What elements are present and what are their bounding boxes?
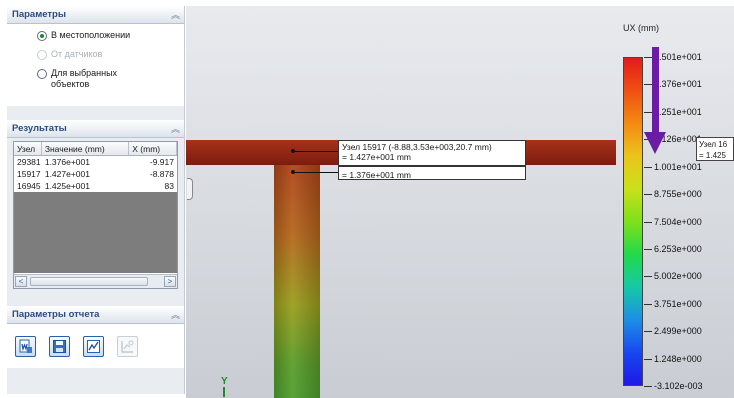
legend-color-bar — [623, 57, 643, 386]
legend-tick-label: 1.251e+001 — [654, 106, 702, 117]
legend-tick — [644, 303, 652, 305]
legend-tick-label: 1.248e+000 — [654, 353, 702, 364]
probe-callout-edge: Узел 16 = 1.425 — [696, 137, 734, 161]
legend-tick — [644, 276, 652, 278]
legend-tick-label: 5.002e+000 — [654, 271, 702, 282]
option-from-sensors: От датчиков — [37, 49, 184, 60]
option-label: Для выбранных объектов — [51, 68, 118, 89]
property-manager-panel: Параметры ︽ В местоположении От датчиков… — [7, 6, 185, 394]
probe-callout-main: Узел 15917 (-8.88,3.53e+003,20.7 mm) = 1… — [338, 140, 526, 166]
cell-node: 29381 — [17, 157, 41, 167]
legend-probe-arrow-shaft — [652, 47, 659, 135]
cell-node: 16945 — [17, 181, 41, 191]
table-row[interactable]: 15917 1.427e+001 -8.878 — [14, 168, 177, 180]
legend-tick-label: 8.755e+000 — [654, 189, 702, 200]
results-table: Узел Значение (mm) X (mm) 29381 1.376e+0… — [13, 141, 178, 289]
probe-callout-edge-value: = 1.425 — [699, 151, 726, 160]
axis-y-label: Y — [221, 376, 228, 387]
cell-x: -9.917 — [149, 157, 174, 167]
report-section-header[interactable]: Параметры отчета ︽ — [7, 306, 184, 324]
report-word-icon[interactable] — [15, 335, 36, 357]
legend-tick — [644, 194, 652, 196]
legend-tick-label: 6.253e+000 — [654, 243, 702, 254]
legend-tick — [644, 331, 652, 333]
params-section-title: Параметры — [12, 9, 66, 20]
option-label: От датчиков — [51, 49, 103, 59]
legend-tick-label: 1.001e+001 — [654, 161, 702, 172]
probe-callout-value: = 1.427e+001 mm — [342, 152, 411, 162]
results-section-title: Результаты — [12, 123, 67, 134]
radio-button[interactable] — [37, 69, 47, 79]
graphics-viewport[interactable]: = 1.376e+001 mm Узел 15917 (-8.88,3.53e+… — [186, 6, 734, 398]
legend-tick — [644, 386, 652, 387]
table-row[interactable]: 29381 1.376e+001 -9.917 — [14, 156, 177, 168]
cell-value: 1.427e+001 — [44, 169, 90, 179]
column-header-value[interactable]: Значение (mm) — [42, 142, 130, 155]
section-gap — [7, 289, 184, 306]
legend-tick-label: 1.376e+001 — [654, 79, 702, 90]
scroll-right-button[interactable]: > — [164, 276, 176, 287]
option-at-location[interactable]: В местоположении — [37, 30, 184, 41]
scroll-left-button[interactable]: < — [15, 276, 27, 287]
legend-tick-label: 1.126e+001 — [654, 134, 702, 145]
results-table-header: Узел Значение (mm) X (mm) — [14, 142, 177, 156]
column-shading — [274, 165, 320, 398]
legend-probe-arrow-icon — [644, 132, 666, 154]
panel-splitter-handle[interactable] — [187, 178, 193, 200]
probe-leader-line — [295, 151, 338, 152]
probe-point-marker — [291, 170, 295, 174]
axis-y-arrow — [223, 387, 225, 397]
legend-tick-label: 7.504e+000 — [654, 216, 702, 227]
results-section-header[interactable]: Результаты ︽ — [7, 120, 184, 138]
report-graph-disabled-icon — [117, 335, 138, 357]
params-section-body: В местоположении От датчиков Для выбранн… — [7, 24, 184, 106]
legend-tick — [644, 166, 652, 168]
section-gap — [7, 106, 184, 120]
legend-tick-label: 2.499e+000 — [654, 326, 702, 337]
legend-tick-label: -3.102e-003 — [654, 381, 703, 391]
report-section-title: Параметры отчета — [12, 309, 100, 320]
legend-tick-label: 1.501e+001 — [654, 52, 702, 62]
legend-tick — [644, 358, 652, 360]
horizontal-scrollbar[interactable]: < > — [14, 274, 177, 288]
cell-node: 15917 — [17, 169, 41, 179]
column-header-node[interactable]: Узел — [14, 142, 42, 155]
option-label: В местоположении — [51, 30, 131, 40]
collapse-chevron-icon[interactable]: ︽ — [170, 10, 180, 20]
legend-title: UX (mm) — [623, 23, 659, 33]
legend-tick — [644, 111, 652, 113]
cell-value: 1.425e+001 — [44, 181, 90, 191]
report-save-icon[interactable] — [49, 335, 70, 357]
legend-tick — [644, 221, 652, 223]
probe-point-marker — [291, 149, 295, 153]
probe-leader-line — [295, 172, 338, 173]
legend-tick — [644, 248, 652, 250]
table-row[interactable]: 16945 1.425e+001 83 — [14, 180, 177, 192]
radio-button-disabled — [37, 50, 47, 60]
scrollbar-thumb[interactable] — [30, 277, 148, 286]
probe-callout-edge-node: Узел 16 — [699, 140, 728, 149]
probe-callout-node: Узел 15917 (-8.88,3.53e+003,20.7 mm) — [342, 142, 492, 152]
table-empty-area — [14, 192, 177, 273]
legend-tick — [644, 57, 652, 58]
report-chart-icon[interactable] — [83, 335, 104, 357]
column-header-x[interactable]: X (mm) — [129, 142, 177, 155]
cell-value: 1.376e+001 — [44, 157, 90, 167]
cell-x: -8.878 — [149, 169, 174, 179]
collapse-chevron-icon[interactable]: ︽ — [170, 310, 180, 320]
legend-tick — [644, 84, 652, 86]
report-toolbar — [7, 324, 184, 368]
probe-callout-lower: = 1.376e+001 mm — [338, 166, 526, 180]
collapse-chevron-icon[interactable]: ︽ — [170, 124, 180, 134]
cell-x: 83 — [164, 181, 174, 191]
column-body[interactable] — [274, 165, 320, 398]
option-selected-entities[interactable]: Для выбранных объектов — [37, 68, 184, 90]
params-section-header[interactable]: Параметры ︽ — [7, 6, 184, 24]
legend-tick-label: 3.751e+000 — [654, 298, 702, 309]
radio-button-selected[interactable] — [37, 31, 47, 41]
probe-callout-lower-value: = 1.376e+001 mm — [342, 170, 411, 180]
